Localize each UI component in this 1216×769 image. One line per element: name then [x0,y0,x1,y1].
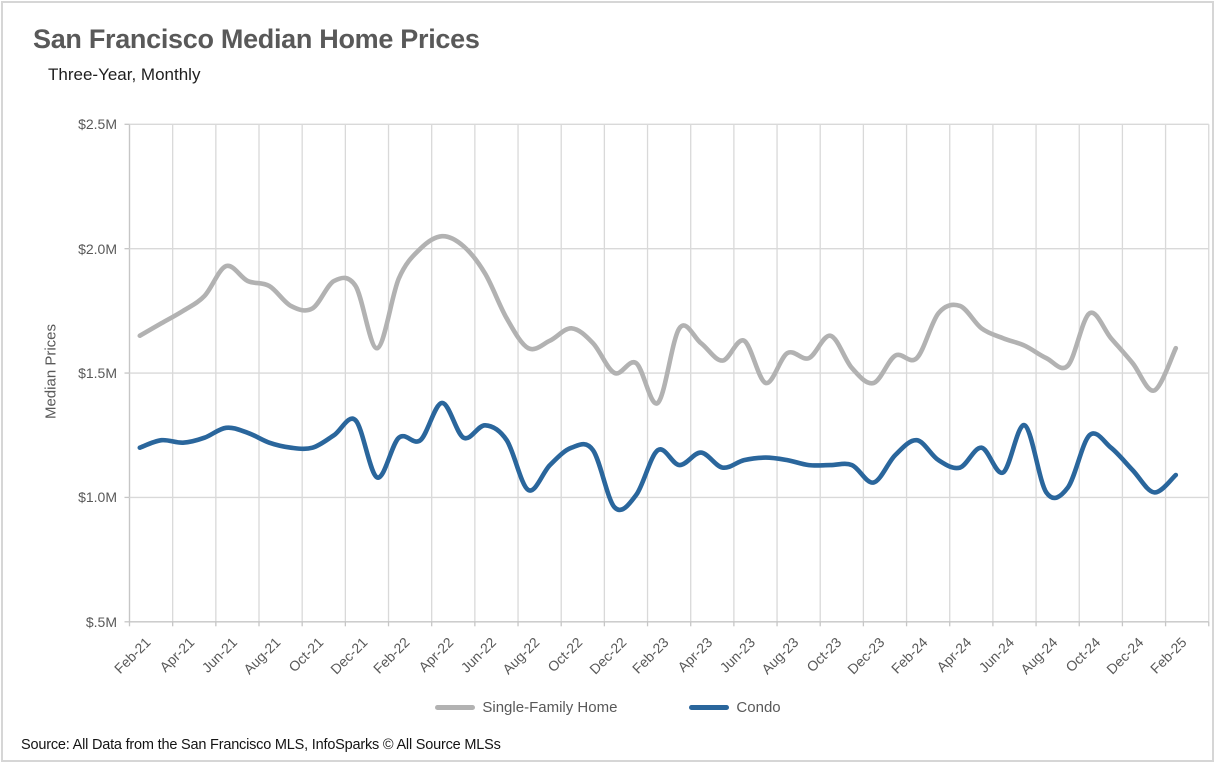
single-family-line-swatch [435,705,476,710]
legend-item-single-family: Single-Family Home [435,699,617,716]
series-line-condo [137,400,1179,513]
y-tick-label: $1.5M [78,365,117,382]
y-tick-label: $2.5M [78,116,117,133]
condo-line-swatch [689,705,730,710]
legend-item-condo: Condo [689,699,781,716]
series-line-single-family [137,233,1179,406]
legend: Single-Family Home Condo [0,699,1216,716]
y-tick-label: $2.0M [78,240,117,257]
chart-subtitle: Three-Year, Monthly [48,65,201,84]
source-attribution: Source: All Data from the San Francisco … [21,737,501,753]
legend-label-condo: Condo [736,699,781,716]
y-tick-label: $.5M [85,613,117,630]
legend-label-single-family: Single-Family Home [482,699,618,716]
chart-title: San Francisco Median Home Prices [33,24,480,54]
y-tick-label: $1.0M [78,489,117,506]
